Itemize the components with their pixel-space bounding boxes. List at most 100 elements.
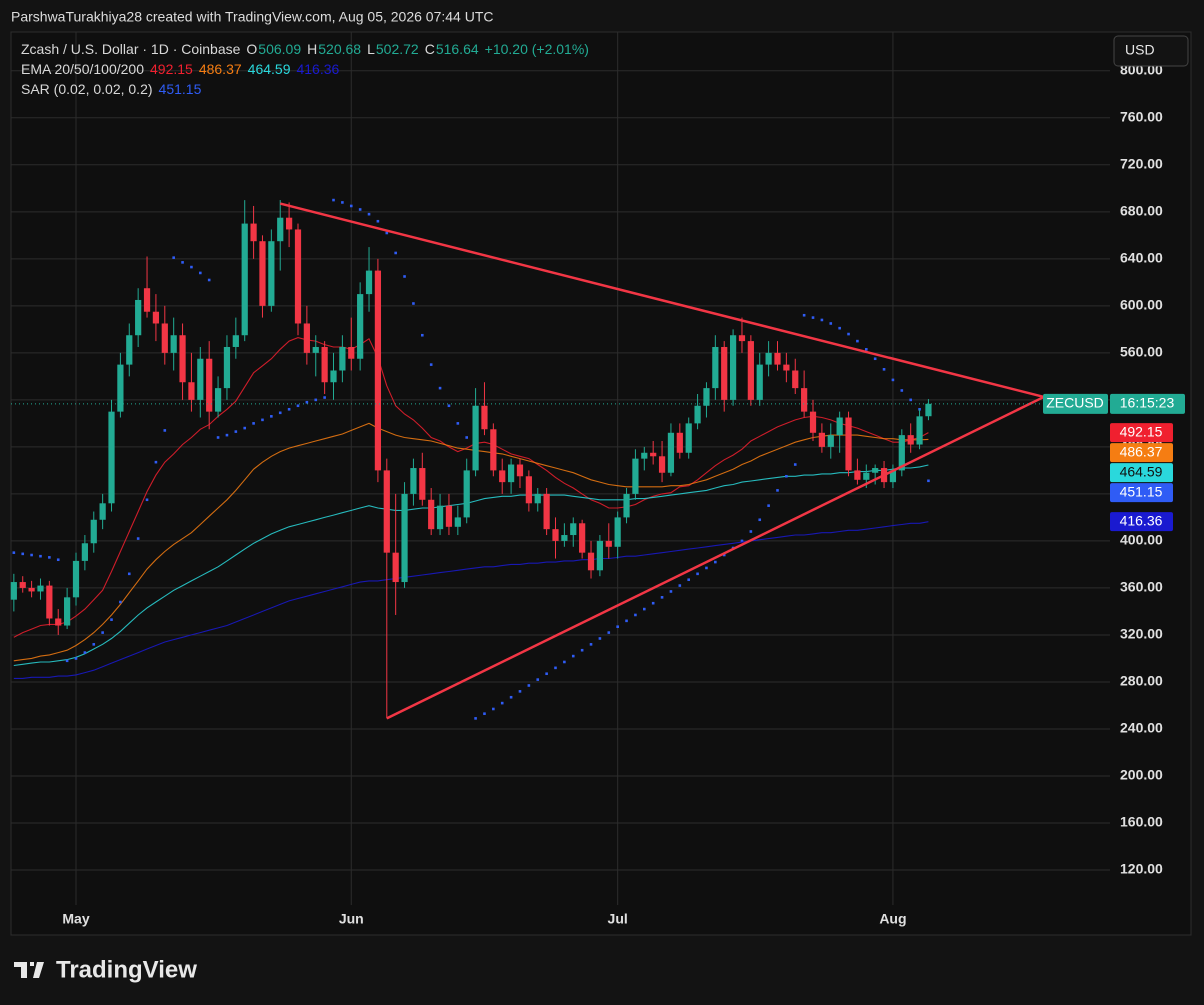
logo-text: TradingView <box>56 956 197 983</box>
candle-body <box>348 346 355 359</box>
candle-body <box>250 223 257 242</box>
ema-line <box>13 521 929 679</box>
ema-line <box>13 464 929 667</box>
candle-body <box>445 505 453 527</box>
currency[interactable]: USD <box>1125 42 1155 58</box>
y-tick-label: 640.00 <box>1120 250 1163 266</box>
y-tick-label: 400.00 <box>1120 532 1163 548</box>
sar-dot <box>696 572 699 576</box>
sar-dot <box>927 479 930 483</box>
sar-dot <box>403 275 406 278</box>
sar-dot <box>92 643 96 646</box>
sar-value: 451.15 <box>158 81 202 97</box>
sar-dot <box>385 231 389 235</box>
sar-dot <box>83 651 87 654</box>
candle-body <box>268 241 275 306</box>
chart-frame <box>10 31 1192 936</box>
x-tick-label: Jul <box>608 911 628 927</box>
currency-button[interactable] <box>1113 35 1189 67</box>
sar-dot <box>882 368 886 371</box>
y-tick-label: 320.00 <box>1120 626 1163 642</box>
sar-dot <box>802 313 806 317</box>
sar-dot <box>864 348 868 351</box>
sar-dot <box>332 198 335 202</box>
sar-dot <box>314 398 318 402</box>
candle-body <box>410 468 417 494</box>
candle-body <box>756 364 763 400</box>
ohlc-value: 516.64 <box>435 41 479 57</box>
candle-body <box>676 432 683 453</box>
candle-body <box>916 416 923 445</box>
ohlc-value: 520.68 <box>318 41 362 57</box>
candle-body <box>907 435 914 445</box>
candle-body <box>206 358 213 412</box>
sar-dot <box>909 398 912 402</box>
candle-body <box>587 552 595 571</box>
x-tick-label: May <box>62 911 89 927</box>
candle-body <box>72 560 80 598</box>
candle-body <box>152 311 160 324</box>
trendline <box>279 202 1045 399</box>
sar-dot <box>412 302 415 305</box>
candle-body <box>81 543 88 561</box>
candle-body <box>232 335 239 347</box>
sar-dot <box>545 672 548 676</box>
ema-line <box>13 422 929 662</box>
sar-label: SAR (0.02, 0.02, 0.2) <box>21 81 153 97</box>
countdown-tag <box>1110 393 1185 414</box>
candle-body <box>845 417 852 471</box>
sar-dot <box>811 316 815 319</box>
sar-dot <box>518 690 522 693</box>
attribution: ParshwaTurakhiya28 created with TradingV… <box>11 9 494 25</box>
sar-dot <box>563 660 566 664</box>
sar-dot <box>199 271 202 275</box>
candle-body <box>428 499 435 530</box>
candle-body <box>312 346 319 353</box>
candle-body <box>854 470 861 480</box>
sar-dot <box>429 363 433 366</box>
candle-body <box>898 435 905 471</box>
candle-body <box>472 405 479 471</box>
sar-dot <box>207 278 211 282</box>
value-tag-text: 416.36 <box>1120 512 1163 528</box>
ohlc-value: 502.72 <box>375 41 419 57</box>
candle-body <box>383 470 390 553</box>
sar-dot <box>527 684 531 687</box>
candle-body <box>658 456 666 473</box>
sar-dot <box>651 601 655 605</box>
symbol-tag-text: ZECUSD <box>1046 395 1104 411</box>
y-tick-label: 160.00 <box>1120 814 1163 830</box>
candle-body <box>712 346 719 389</box>
candle-body <box>28 587 35 592</box>
candle-body <box>259 241 266 306</box>
value-tag <box>1110 512 1173 532</box>
candle-body <box>19 582 26 588</box>
sar-dot <box>136 537 140 540</box>
candle-body <box>463 470 470 518</box>
sar-dot <box>758 518 762 522</box>
candle-body <box>64 597 71 626</box>
candle-body <box>721 346 728 400</box>
value-tag <box>1110 423 1173 443</box>
sar-dot <box>163 429 167 432</box>
sar-dot <box>456 422 460 425</box>
sar-dot <box>394 251 397 255</box>
candle-body <box>561 535 568 541</box>
candle-body <box>294 229 302 324</box>
candle-body <box>374 270 382 471</box>
sar-dot <box>154 460 158 464</box>
sar-dot <box>243 426 247 430</box>
sar-dot <box>145 498 149 502</box>
sar-dot <box>181 261 184 264</box>
sar-dot <box>722 553 726 557</box>
legend-line: Zcash / U.S. Dollar · 1D · Coinbase O 506… <box>21 41 595 57</box>
y-tick-label: 560.00 <box>1120 344 1163 360</box>
x-tick-label: Jun <box>339 911 364 927</box>
value-tag <box>1110 443 1173 463</box>
candle-body <box>143 288 151 312</box>
ema-label: EMA 20/50/100/200 <box>21 61 144 77</box>
sar-dot <box>358 208 362 211</box>
candle-body <box>765 352 772 365</box>
logo: TradingView <box>14 956 197 983</box>
